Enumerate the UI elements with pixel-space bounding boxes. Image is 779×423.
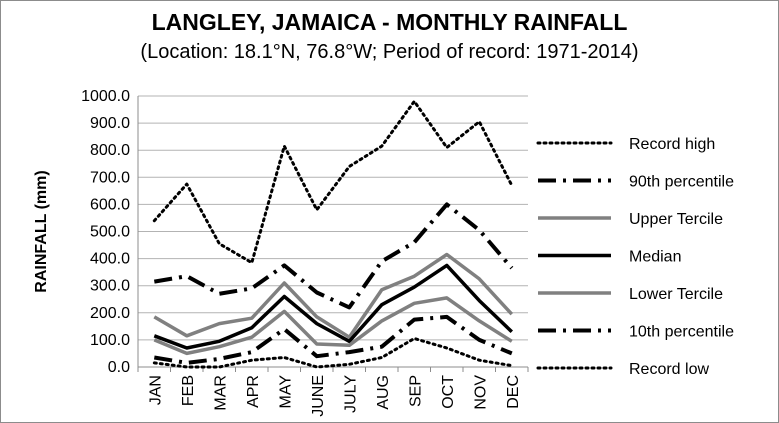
- y-tick-label: 700.0: [90, 169, 130, 186]
- legend-label: 10th percentile: [629, 324, 734, 341]
- legend-label: Record high: [629, 136, 715, 153]
- legend-label: Median: [629, 249, 681, 266]
- series-line-median: [153, 263, 514, 350]
- grid-lines: [138, 95, 528, 368]
- series-line-record-high: [152, 99, 514, 265]
- x-tick-label: APR: [245, 375, 262, 408]
- x-tick-label: AUG: [375, 375, 392, 410]
- y-tick-label: 800.0: [90, 142, 130, 159]
- x-tick-label: MAY: [277, 375, 294, 409]
- axes: 0.0 100.0 200.0 300.0 400.0 500.0 600.0 700.0 80…: [81, 88, 529, 417]
- x-tick-label: DEC: [505, 375, 522, 409]
- y-tick-label: 100.0: [90, 332, 130, 349]
- series-line-90th-percentile: [153, 202, 514, 310]
- y-axis-label: RAINFALL (mm): [33, 170, 50, 292]
- series-line-lower-tercile: [153, 296, 513, 356]
- chart-title: LANGLEY, JAMAICA - MONTHLY RAINFALL: [151, 9, 628, 35]
- y-tick-label: 500.0: [90, 224, 130, 241]
- y-tick-label: 0.0: [108, 359, 130, 376]
- legend-label: Upper Tercile: [629, 211, 723, 228]
- x-tick-label: JULY: [342, 375, 359, 413]
- legend-label: Record low: [629, 361, 709, 378]
- y-tick-label: 300.0: [90, 278, 130, 295]
- x-tick-label: JUNE: [310, 375, 327, 417]
- y-tick-label: 900.0: [90, 115, 130, 132]
- legend: Record high 90th percentile Upper Tercile M…: [536, 136, 734, 378]
- x-tick-label: MAR: [212, 375, 229, 411]
- y-tick-label: 400.0: [90, 251, 130, 268]
- series-line-record-low: [152, 337, 514, 369]
- series-lines: [152, 99, 514, 369]
- y-tick-label: 200.0: [90, 305, 130, 322]
- y-tick-label: 1000.0: [81, 88, 130, 105]
- x-tick-label: FEB: [180, 375, 197, 406]
- x-tick-label: JAN: [147, 375, 164, 405]
- y-tick-label: 600.0: [90, 196, 130, 213]
- legend-label: Lower Tercile: [629, 286, 723, 303]
- series-line-upper-tercile: [153, 252, 514, 339]
- legend-label: 90th percentile: [629, 174, 734, 191]
- x-tick-label: OCT: [440, 375, 457, 409]
- x-tick-label: NOV: [472, 375, 489, 410]
- x-tick-label: SEP: [407, 375, 424, 407]
- chart-subtitle: (Location: 18.1°N, 76.8°W; Period of rec…: [140, 41, 639, 63]
- series-line-10th-percentile: [153, 314, 513, 365]
